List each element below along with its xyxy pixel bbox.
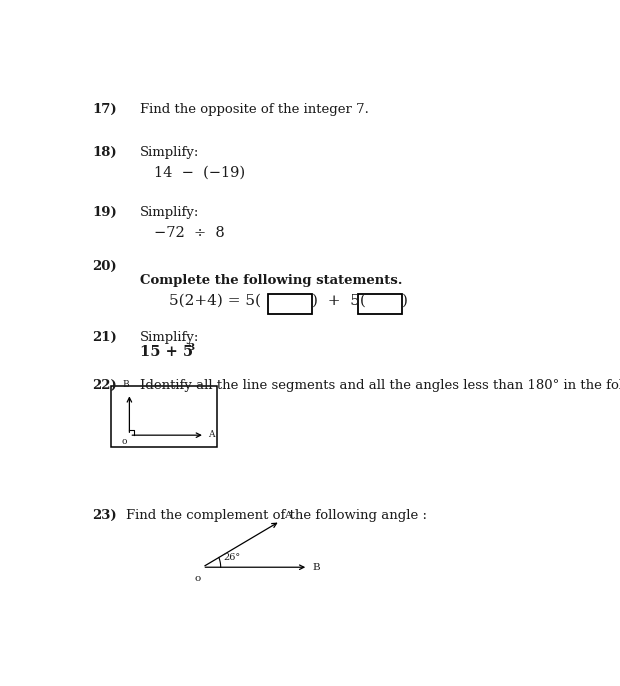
Text: Identify all the line segments and all the angles less than 180° in the followin: Identify all the line segments and all t… (140, 379, 620, 392)
Text: Find the complement of the following angle :: Find the complement of the following ang… (125, 508, 427, 521)
Text: Find the opposite of the integer 7.: Find the opposite of the integer 7. (140, 104, 369, 117)
Text: 14  −  (−19): 14 − (−19) (154, 165, 246, 179)
Text: 22): 22) (92, 379, 117, 392)
Text: 18): 18) (92, 145, 117, 158)
Text: −72  ÷  8: −72 ÷ 8 (154, 226, 225, 240)
Text: Simplify:: Simplify: (140, 331, 200, 344)
Text: 15 + 5: 15 + 5 (140, 345, 193, 359)
Text: Simplify:: Simplify: (140, 145, 200, 158)
Text: 21): 21) (92, 331, 117, 344)
Text: 20): 20) (92, 260, 117, 273)
Text: )  +  5(: ) + 5( (312, 294, 366, 307)
Text: B: B (122, 380, 129, 389)
Text: o: o (195, 573, 201, 582)
Bar (111, 386, 217, 447)
Text: 3: 3 (187, 343, 194, 352)
Text: 17): 17) (92, 104, 117, 117)
Bar (358, 294, 402, 314)
Text: 23): 23) (92, 508, 117, 521)
Text: A: A (284, 510, 291, 519)
Text: ): ) (402, 294, 409, 307)
Bar (268, 294, 312, 314)
Text: 19): 19) (92, 206, 117, 220)
Text: A: A (208, 429, 215, 438)
Text: 5(2+4) = 5(: 5(2+4) = 5( (169, 294, 261, 307)
Text: o: o (122, 437, 127, 447)
Text: B: B (312, 563, 319, 571)
Text: Complete the following statements.: Complete the following statements. (140, 274, 402, 287)
Text: Simplify:: Simplify: (140, 206, 200, 220)
Text: 26°: 26° (223, 554, 240, 563)
